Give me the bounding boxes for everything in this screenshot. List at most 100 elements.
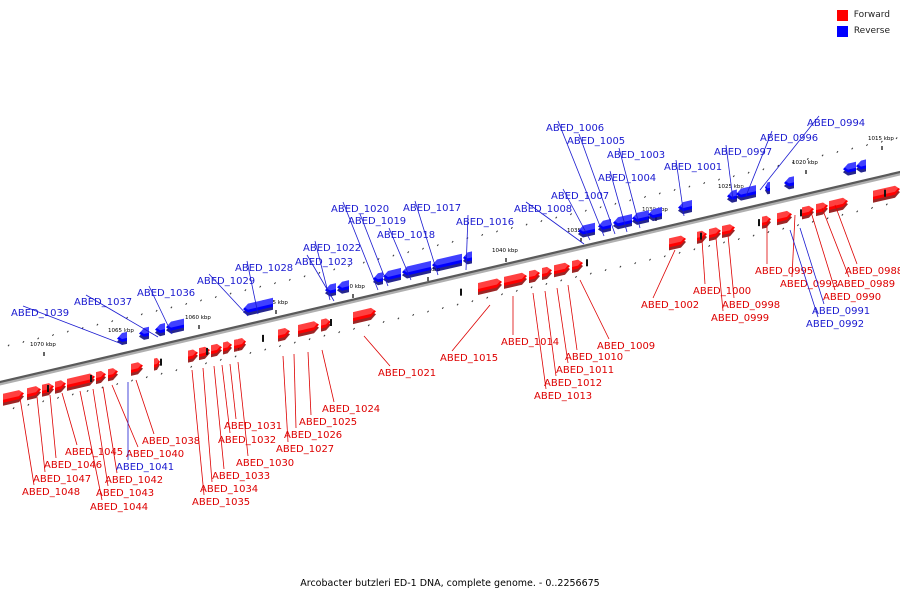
svg-text:ABED_1036: ABED_1036	[137, 288, 195, 299]
svg-text:ABED_1023: ABED_1023	[295, 257, 353, 268]
reverse-gene-14	[613, 211, 632, 230]
label-ABED_1035: ABED_1035	[191, 369, 250, 508]
reverse-gene-0	[117, 328, 127, 345]
forward-gene-18	[353, 304, 376, 325]
svg-text:ABED_1009: ABED_1009	[597, 341, 655, 352]
svg-text:ABED_1020: ABED_1020	[331, 204, 389, 215]
legend-forward: Forward	[836, 8, 890, 22]
reverse-gene-6	[337, 277, 349, 294]
label-ABED_1028: ABED_1028	[235, 260, 293, 315]
tick-1040-kbp: 1040 kbp	[492, 248, 518, 262]
label-ABED_1014: ABED_1014	[501, 296, 559, 348]
svg-text:ABED_0993: ABED_0993	[780, 279, 838, 290]
feature-mark-5	[330, 319, 332, 326]
svg-text:ABED_0998: ABED_0998	[722, 300, 780, 311]
svg-text:ABED_1021: ABED_1021	[378, 368, 436, 379]
svg-text:ABED_1004: ABED_1004	[598, 173, 656, 184]
svg-text:ABED_1032: ABED_1032	[218, 435, 276, 446]
label-ABED_1047: ABED_1047	[33, 396, 91, 485]
legend-forward-label: Forward	[853, 10, 890, 20]
forward-gene-17	[321, 315, 331, 332]
reverse-gene-5	[325, 280, 336, 297]
forward-gene-9	[188, 346, 198, 363]
feature-mark-8	[700, 232, 702, 240]
svg-text:ABED_1038: ABED_1038	[142, 436, 200, 447]
forward-gene-16	[298, 318, 319, 337]
svg-text:1040 kbp: 1040 kbp	[492, 248, 518, 254]
svg-text:ABED_1029: ABED_1029	[197, 276, 255, 287]
svg-text:ABED_0992: ABED_0992	[806, 319, 864, 330]
label-ABED_1044: ABED_1044	[79, 390, 148, 513]
label-ABED_0995: ABED_0995	[755, 222, 813, 277]
svg-text:ABED_1035: ABED_1035	[192, 497, 250, 508]
svg-text:ABED_1028: ABED_1028	[235, 263, 293, 274]
svg-text:1020 kbp: 1020 kbp	[792, 160, 818, 166]
label-ABED_1013: ABED_1013	[532, 292, 592, 402]
reverse-gene-20	[765, 178, 770, 195]
feature-mark-3	[206, 347, 208, 355]
tick-1070-kbp: 1070 kbp	[30, 342, 56, 356]
reverse-gene-23	[856, 156, 866, 173]
svg-text:ABED_1025: ABED_1025	[299, 417, 357, 428]
forward-gene-0	[3, 387, 24, 406]
forward-gene-6	[108, 365, 118, 382]
svg-text:ABED_1043: ABED_1043	[96, 488, 154, 499]
svg-text:ABED_0994: ABED_0994	[807, 118, 865, 129]
svg-text:ABED_1042: ABED_1042	[105, 475, 163, 486]
label-ABED_1012: ABED_1012	[544, 290, 602, 389]
label-ABED_1034: ABED_1034	[200, 367, 258, 495]
svg-text:1060 kbp: 1060 kbp	[185, 315, 211, 321]
forward-swatch	[836, 9, 848, 21]
svg-text:ABED_1019: ABED_1019	[348, 216, 406, 227]
svg-text:ABED_1031: ABED_1031	[224, 421, 282, 432]
forward-gene-23	[554, 259, 570, 278]
svg-text:ABED_1030: ABED_1030	[236, 458, 294, 469]
label-ABED_0999: ABED_0999	[711, 237, 769, 324]
label-ABED_1029: ABED_1029	[197, 273, 255, 317]
feature-mark-2	[160, 358, 162, 366]
svg-text:ABED_1041: ABED_1041	[116, 462, 174, 473]
label-ABED_1039: ABED_1039	[11, 305, 123, 345]
label-ABED_1041: ABED_1041	[116, 382, 174, 473]
reverse-gene-22	[843, 158, 856, 176]
label-ABED_0992: ABED_0992	[789, 229, 864, 330]
svg-text:ABED_1015: ABED_1015	[440, 353, 498, 364]
svg-text:ABED_1046: ABED_1046	[44, 460, 102, 471]
label-ABED_1025: ABED_1025	[299, 351, 357, 428]
backbone	[0, 170, 900, 386]
label-ABED_1004: ABED_1004	[598, 170, 656, 233]
svg-text:ABED_0995: ABED_0995	[755, 266, 813, 277]
svg-text:ABED_1027: ABED_1027	[276, 444, 334, 455]
label-ABED_1000: ABED_1000	[693, 239, 751, 297]
reverse-gene-3	[166, 315, 184, 334]
label-ABED_1032: ABED_1032	[218, 364, 276, 446]
svg-text:ABED_1017: ABED_1017	[403, 203, 461, 214]
feature-mark-9	[758, 219, 760, 227]
label-ABED_1007: ABED_1007	[551, 188, 609, 241]
svg-text:1050 kbp: 1050 kbp	[339, 284, 365, 290]
forward-gene-19	[478, 275, 502, 295]
label-ABED_1026: ABED_1026	[284, 353, 342, 441]
label-ABED_1015: ABED_1015	[440, 304, 498, 364]
label-ABED_1001: ABED_1001	[664, 159, 722, 217]
svg-text:ABED_1039: ABED_1039	[11, 308, 69, 319]
label-ABED_1021: ABED_1021	[363, 335, 436, 379]
svg-text:ABED_1005: ABED_1005	[567, 136, 625, 147]
forward-gene-33	[829, 194, 848, 214]
tick-1060-kbp: 1060 kbp	[185, 315, 211, 329]
svg-text:ABED_1010: ABED_1010	[565, 352, 623, 363]
reverse-gene-4	[243, 294, 273, 316]
svg-text:ABED_0999: ABED_0999	[711, 313, 769, 324]
forward-gene-21	[529, 266, 540, 284]
label-ABED_0990: ABED_0990	[810, 211, 881, 303]
feature-mark-4	[262, 334, 264, 342]
reverse-gene-17	[678, 197, 692, 215]
legend-reverse: Reverse	[836, 24, 890, 38]
label-ABED_0997: ABED_0997	[714, 144, 772, 201]
svg-text:ABED_1014: ABED_1014	[501, 337, 559, 348]
label-ABED_1048: ABED_1048	[19, 397, 80, 498]
tick-1050-kbp: 1050 kbp	[339, 284, 365, 298]
label-ABED_1019: ABED_1019	[348, 213, 406, 287]
label-ABED_1045: ABED_1045	[61, 392, 123, 458]
svg-text:ABED_1034: ABED_1034	[200, 484, 258, 495]
